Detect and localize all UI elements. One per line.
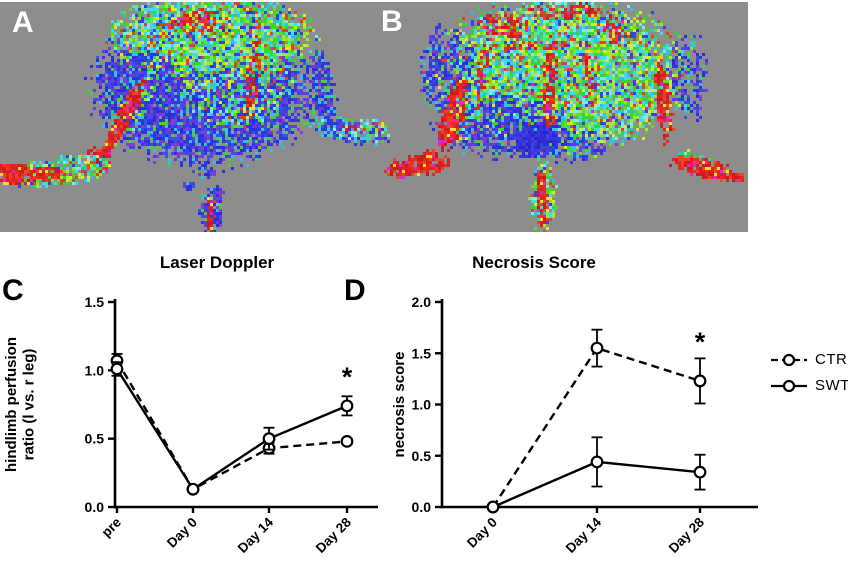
data-point-swt [693, 465, 707, 479]
y-tick-label: 0.5 [412, 448, 432, 464]
solid-line-open-circle-icon [771, 379, 807, 392]
y-tick-label: 0.0 [412, 499, 432, 515]
significance-asterisk: * [695, 327, 706, 357]
y-tick-label: 2.0 [412, 294, 432, 310]
data-point-swt [590, 455, 604, 469]
panel-a-label: A [12, 6, 34, 39]
series-line-ctr [115, 360, 348, 491]
panel-b-label: B [381, 5, 403, 38]
legend-label-ctr: CTR [815, 351, 848, 368]
panel-d-chart: 0.0 0.5 1.0 1.5 2.0 Day 0 Day 14 Day 28 necrosis… [391, 294, 758, 556]
legend: CTR SWT [770, 351, 848, 394]
series-line-swt [115, 368, 348, 491]
y-tick-label: 1.0 [85, 362, 105, 378]
y-axis-label: hindlimb perfusion [3, 337, 20, 472]
y-tick-label: 1.5 [85, 294, 105, 310]
panel-c-label: C [2, 274, 24, 307]
panel-c-chart: 0.0 0.5 1.0 1.5 pre Day 0 Day 14 Day 28 hindlimb… [3, 294, 378, 556]
x-tick-label: Day 0 [464, 515, 500, 551]
data-point-swt [262, 432, 276, 446]
data-point-ctr [340, 435, 354, 448]
x-tick-label: pre [99, 514, 125, 540]
laser-doppler-title: Laser Doppler [159, 253, 275, 272]
x-tick-label: Day 0 [164, 515, 200, 551]
laser-doppler-images: A B [0, 2, 748, 232]
x-tick-label: Day 14 [563, 514, 605, 556]
data-point-ctr [590, 341, 604, 355]
y-tick-label: 1.0 [412, 397, 432, 413]
legend-item-swt: SWT [770, 377, 848, 394]
y-tick-label: 0.5 [85, 431, 105, 447]
data-point-swt [186, 482, 200, 496]
doppler-image-canvas [0, 2, 748, 232]
data-point-swt [110, 362, 124, 376]
significance-asterisk: * [342, 362, 353, 392]
y-tick-label: 1.5 [412, 345, 432, 361]
y-axis-label: necrosis score [391, 352, 408, 458]
legend-label-swt: SWT [815, 377, 848, 394]
dashed-line-open-circle-icon [771, 353, 807, 366]
legend-item-ctr: CTR [770, 351, 848, 368]
y-tick-label: 0.0 [85, 499, 105, 515]
data-point-swt [340, 399, 354, 413]
necrosis-score-title: Necrosis Score [472, 253, 596, 272]
x-tick-label: Day 14 [235, 514, 277, 556]
x-tick-label: Day 28 [313, 514, 355, 556]
panel-d-label: D [344, 274, 366, 307]
data-point-ctr [693, 374, 707, 388]
data-point-swt [486, 500, 500, 514]
y-axis-label: ratio (l vs. r leg) [21, 349, 38, 461]
x-tick-label: Day 28 [666, 514, 708, 556]
